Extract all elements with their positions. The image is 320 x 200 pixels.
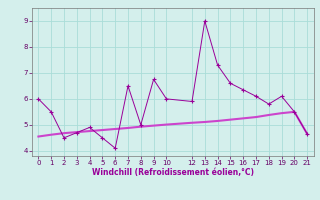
X-axis label: Windchill (Refroidissement éolien,°C): Windchill (Refroidissement éolien,°C) — [92, 168, 254, 177]
